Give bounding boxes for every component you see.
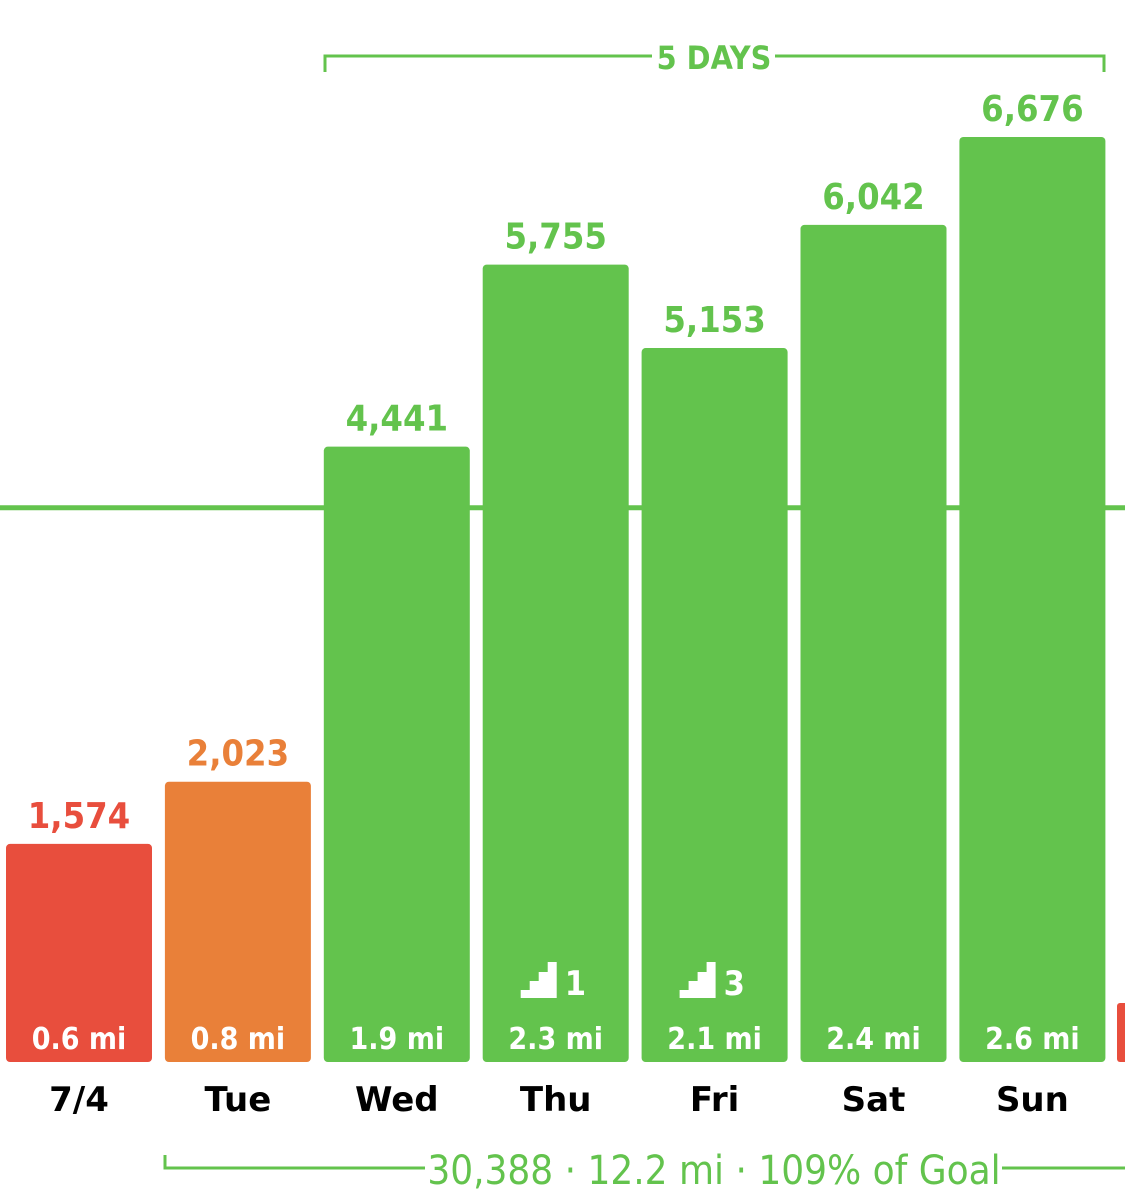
day-label-2: Wed bbox=[355, 1080, 439, 1120]
distance-label-2: 1.9 mi bbox=[350, 1022, 445, 1057]
distance-label-3: 2.3 mi bbox=[508, 1022, 603, 1057]
bars-group: 1,574 0.6 mi 7/4 2,023 0.8 mi Tue 4,441 1.9 mi W… bbox=[6, 89, 1106, 1120]
distance-label-1: 0.8 mi bbox=[191, 1022, 286, 1057]
summary-label: 30,388 · 12.2 mi · 109% of Goal bbox=[427, 1148, 1000, 1194]
flights-label-4: 3 bbox=[724, 964, 745, 1004]
summary-bracket bbox=[163, 1155, 1125, 1170]
value-label-4: 5,153 bbox=[663, 300, 765, 341]
bar-1 bbox=[164, 781, 311, 1062]
value-label-1: 2,023 bbox=[187, 734, 289, 775]
bar-6 bbox=[959, 137, 1106, 1062]
distance-label-4: 2.1 mi bbox=[667, 1022, 762, 1057]
bar-4 bbox=[641, 348, 788, 1062]
bar-3 bbox=[482, 264, 629, 1062]
day-label-0: 7/4 bbox=[49, 1080, 109, 1120]
streak-bracket bbox=[323, 54, 1106, 72]
bar-2 bbox=[323, 446, 470, 1062]
day-label-1: Tue bbox=[205, 1080, 272, 1120]
bar-0 bbox=[6, 843, 152, 1062]
distance-label-5: 2.4 mi bbox=[826, 1022, 921, 1057]
day-label-6: Sun bbox=[996, 1080, 1069, 1120]
flights-label-3: 1 bbox=[565, 964, 586, 1004]
distance-label-0: 0.6 mi bbox=[32, 1022, 127, 1057]
day-label-5: Sat bbox=[842, 1080, 906, 1120]
stairs-icon bbox=[520, 962, 557, 998]
day-label-3: Thu bbox=[520, 1080, 592, 1120]
day-label-4: Fri bbox=[690, 1080, 739, 1120]
value-label-0: 1,574 bbox=[28, 796, 130, 837]
streak-label: 5 DAYS bbox=[657, 39, 772, 77]
value-label-6: 6,676 bbox=[981, 89, 1083, 130]
next-bar-partial bbox=[1117, 1003, 1125, 1062]
bar-5 bbox=[800, 224, 947, 1063]
stairs-icon bbox=[679, 962, 716, 998]
value-label-2: 4,441 bbox=[346, 399, 448, 440]
value-label-3: 5,755 bbox=[504, 217, 606, 258]
value-label-5: 6,042 bbox=[822, 177, 924, 218]
distance-label-6: 2.6 mi bbox=[985, 1022, 1080, 1057]
